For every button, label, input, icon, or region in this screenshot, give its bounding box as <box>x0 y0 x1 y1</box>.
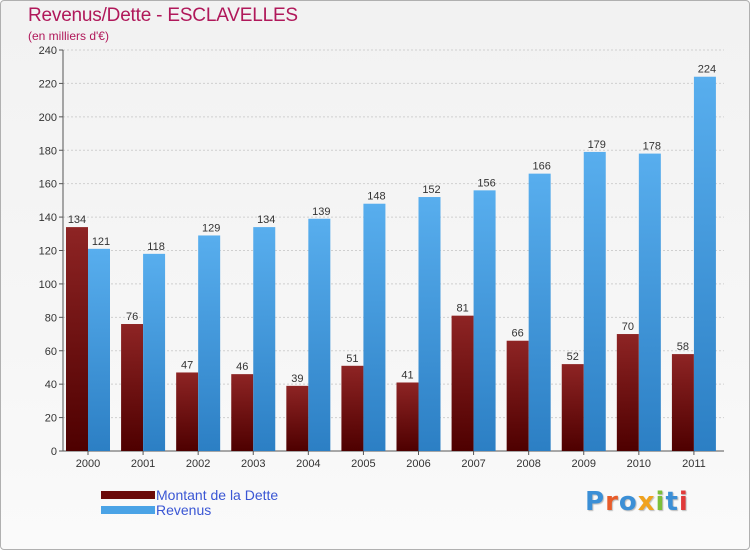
logo-letter: t <box>665 487 679 517</box>
bar-revenus <box>693 76 716 451</box>
x-tick-label: 2000 <box>76 458 100 470</box>
logo-letter: P <box>585 487 606 517</box>
data-label-revenus: 179 <box>588 139 606 151</box>
data-label-dette: 39 <box>291 373 303 385</box>
data-label-revenus: 118 <box>147 241 165 253</box>
bar-dette <box>176 372 199 451</box>
bar-dette <box>616 334 639 451</box>
y-tick-label: 240 <box>39 45 57 57</box>
legend-label-dette: Montant de la Dette <box>156 487 279 503</box>
y-tick-label: 80 <box>45 312 57 324</box>
bar-revenus <box>363 203 386 451</box>
legend-swatch-dette <box>101 491 155 499</box>
data-label-revenus: 139 <box>312 206 330 218</box>
legend-swatch-revenus <box>101 506 155 514</box>
y-tick-label: 20 <box>45 413 57 425</box>
x-tick-label: 2009 <box>572 458 596 470</box>
data-label-revenus: 134 <box>257 214 275 226</box>
data-label-revenus: 178 <box>643 141 661 153</box>
logo-letter: i <box>655 487 666 517</box>
y-tick-label: 220 <box>39 78 57 90</box>
data-labels: 134 121 76 118 47 129 46 134 39 139 51 148 41 152 81 15… <box>68 64 716 385</box>
data-label-dette: 51 <box>346 353 358 365</box>
data-label-dette: 52 <box>567 351 579 363</box>
y-tick-label: 140 <box>39 212 57 224</box>
data-label-dette: 134 <box>68 214 86 226</box>
bar-revenus <box>418 197 441 451</box>
data-label-revenus: 121 <box>92 236 110 248</box>
x-tick-label: 2006 <box>406 458 430 470</box>
data-label-dette: 46 <box>236 361 248 373</box>
bar-revenus <box>308 218 331 451</box>
bar-dette <box>561 364 584 451</box>
logo-letter: o <box>618 487 638 517</box>
data-label-dette: 47 <box>181 359 193 371</box>
bar-dette <box>506 340 529 451</box>
bar-revenus <box>143 253 166 451</box>
y-tick-label: 60 <box>45 346 57 358</box>
bar-revenus <box>253 227 276 451</box>
bar-dette <box>66 227 88 451</box>
data-label-dette: 81 <box>456 303 468 315</box>
x-tick-label: 2010 <box>627 458 651 470</box>
bar-revenus <box>528 173 551 451</box>
data-label-revenus: 156 <box>477 177 495 189</box>
data-label-dette: 66 <box>512 328 524 340</box>
bar-dette <box>286 385 309 451</box>
bar-revenus <box>583 151 606 451</box>
x-tick-label: 2003 <box>241 458 265 470</box>
y-tick-label: 0 <box>51 446 57 458</box>
y-tick-label: 120 <box>39 246 57 258</box>
data-label-revenus: 224 <box>698 64 716 76</box>
bar-dette <box>396 382 419 451</box>
y-tick-label: 100 <box>39 279 57 291</box>
chart-title: Revenus/Dette - ESCLAVELLES <box>28 5 298 26</box>
y-tick-label: 160 <box>39 179 57 191</box>
bar-dette <box>671 354 694 451</box>
x-tick-label: 2007 <box>461 458 485 470</box>
bar-revenus <box>473 190 496 451</box>
logo-letter: x <box>637 487 656 517</box>
data-label-revenus: 129 <box>202 222 220 234</box>
x-tick-label: 2001 <box>131 458 155 470</box>
data-label-dette: 70 <box>622 321 634 333</box>
data-label-revenus: 152 <box>422 184 440 196</box>
bars <box>66 76 716 451</box>
data-label-dette: 58 <box>677 341 689 353</box>
x-tick-label: 2005 <box>351 458 375 470</box>
x-tick-label: 2008 <box>516 458 540 470</box>
x-tick-label: 2002 <box>186 458 210 470</box>
y-tick-label: 200 <box>39 112 57 124</box>
axes: 0 20 40 60 80 100 120 140 160 180 200 220 240 2000 200… <box>39 45 724 470</box>
logo-letter: i <box>678 487 689 517</box>
bar-dette <box>121 324 144 451</box>
data-label-dette: 41 <box>401 369 413 381</box>
logo-letter: r <box>605 487 619 517</box>
bar-revenus <box>198 235 221 451</box>
legend-label-revenus: Revenus <box>156 502 212 518</box>
bar-revenus <box>638 153 661 451</box>
proxiti-logo: Proxiti <box>585 487 689 517</box>
y-tick-label: 40 <box>45 379 57 391</box>
data-label-revenus: 148 <box>367 191 385 203</box>
bar-dette <box>231 374 254 451</box>
data-label-revenus: 166 <box>532 161 550 173</box>
x-tick-label: 2011 <box>682 458 706 470</box>
data-label-dette: 76 <box>126 311 138 323</box>
bar-revenus <box>88 248 110 451</box>
x-tick-label: 2004 <box>296 458 320 470</box>
y-tick-label: 180 <box>39 145 57 157</box>
bar-dette <box>341 365 364 451</box>
chart-subtitle: (en milliers d'€) <box>28 29 109 43</box>
bar-dette <box>451 315 474 451</box>
